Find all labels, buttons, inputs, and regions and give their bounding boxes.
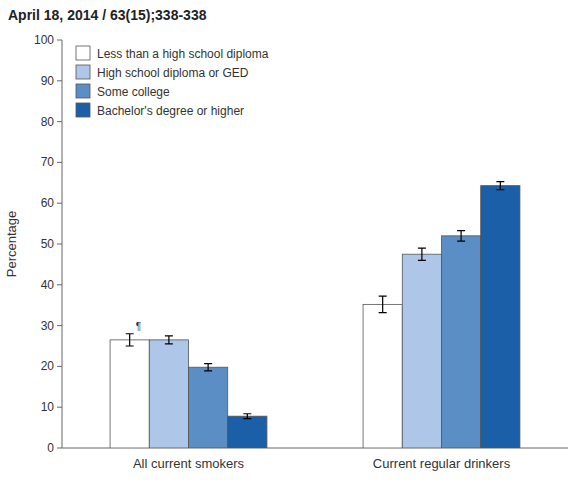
y-tick-label: 80 (41, 115, 55, 129)
plot-area (110, 182, 520, 448)
bar (402, 254, 441, 448)
bar (189, 367, 228, 448)
legend-swatch (76, 65, 90, 79)
y-tick (57, 80, 62, 81)
y-axis: 0 10 20 30 40 50 60 70 80 90 100 (34, 33, 568, 455)
title: April 18, 2014 / 63(15);338-338 (8, 7, 207, 23)
y-axis-line (62, 40, 63, 448)
y-tick (57, 366, 62, 367)
bar (363, 304, 402, 448)
y-tick-label: 100 (34, 33, 54, 47)
chart: April 18, 2014 / 63(15);338-338 0 10 20 30 40… (0, 0, 583, 488)
legend-swatch (76, 84, 90, 98)
y-tick-label: 30 (41, 319, 55, 333)
error-bar (204, 364, 212, 371)
y-tick-label: 70 (41, 155, 55, 169)
bar (228, 416, 267, 448)
y-tick-label: 40 (41, 278, 55, 292)
error-bar (126, 334, 134, 346)
bar (110, 340, 149, 448)
bar (481, 186, 520, 448)
y-tick (57, 325, 62, 326)
legend-swatch (76, 103, 90, 117)
y-tick (57, 244, 62, 245)
legend-swatch (76, 46, 90, 60)
y-tick-label: 60 (41, 196, 55, 210)
error-bar (496, 182, 504, 190)
y-tick-label: 10 (41, 400, 55, 414)
x-tick-label: All current smokers (133, 456, 245, 471)
y-tick (57, 448, 62, 449)
bar (442, 236, 481, 448)
y-tick (57, 407, 62, 408)
y-tick-label: 20 (41, 359, 55, 373)
error-bar (379, 296, 387, 312)
error-bar (457, 231, 465, 242)
legend: Less than a high school diploma High scho… (76, 46, 269, 118)
y-tick (57, 121, 62, 122)
y-tick (57, 40, 62, 41)
legend-label: Some college (97, 85, 170, 99)
y-axis-label: Percentage (4, 211, 19, 278)
y-tick (57, 203, 62, 204)
y-tick-label: 90 (41, 74, 55, 88)
x-tick-label: Current regular drinkers (373, 456, 511, 471)
y-tick-label: 50 (41, 237, 55, 251)
error-bar (165, 336, 173, 344)
legend-label: Less than a high school diploma (97, 47, 269, 61)
y-tick (57, 284, 62, 285)
bar (149, 340, 188, 448)
legend-label: Bachelor's degree or higher (97, 104, 244, 118)
y-tick-label: 0 (47, 441, 54, 455)
legend-label: High school diploma or GED (97, 66, 249, 80)
error-bar (418, 248, 426, 260)
error-bar (243, 414, 251, 419)
y-tick (57, 162, 62, 163)
annotation: ¶ (136, 321, 141, 332)
